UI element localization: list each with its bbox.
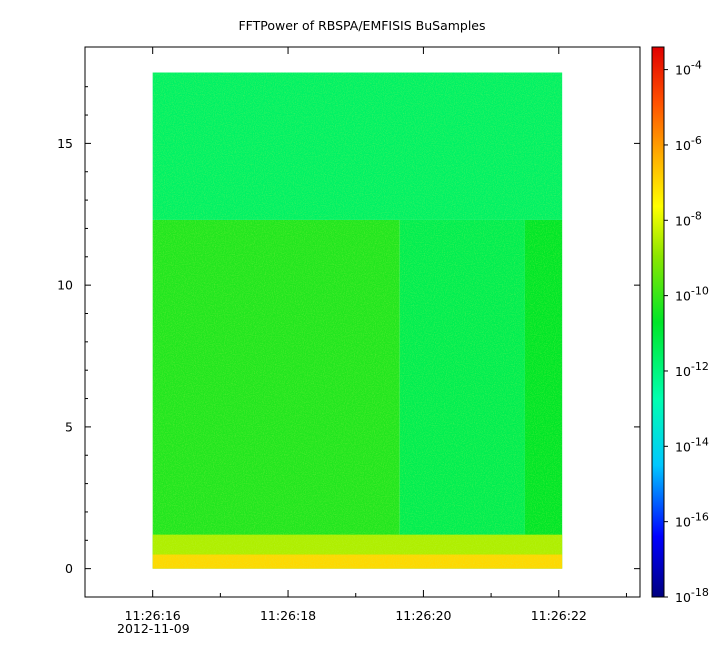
spectrogram-texture bbox=[152, 72, 563, 569]
colorbar-tick-label: 10-6 bbox=[675, 134, 702, 153]
colorbar bbox=[651, 46, 665, 598]
colorbar-tick-label: 10-8 bbox=[675, 209, 702, 228]
x-tick-label: 11:26:20 bbox=[395, 608, 451, 623]
colorbar-tick-label: 10-10 bbox=[675, 285, 709, 304]
y-tick-label: 10 bbox=[57, 278, 73, 293]
colorbar-tick-label: 10-14 bbox=[675, 435, 709, 454]
colorbar-axis: 10-4 10-6 10-8 10-10 10-12 10-14 10-16 10-18 bbox=[664, 59, 709, 605]
y-tick-label: 0 bbox=[65, 561, 73, 576]
colorbar-tick-label: 10-16 bbox=[675, 511, 709, 530]
y-tick-label: 15 bbox=[57, 136, 73, 151]
x-date-label: 2012-11-09 bbox=[117, 621, 190, 636]
y-tick-label: 5 bbox=[65, 419, 73, 434]
x-tick-label: 11:26:18 bbox=[260, 608, 316, 623]
colorbar-tick-label: 10-12 bbox=[675, 360, 709, 379]
x-tick-label: 11:26:22 bbox=[531, 608, 587, 623]
y-axis: 0 5 10 15 bbox=[57, 86, 640, 576]
x-axis: 11:26:16 11:26:18 11:26:20 11:26:22 bbox=[125, 47, 627, 623]
chart-title: FFTPower of RBSPA/EMFISIS BuSamples bbox=[238, 18, 485, 33]
colorbar-tick-label: 10-4 bbox=[675, 59, 702, 78]
colorbar-tick-label: 10-18 bbox=[675, 586, 709, 605]
x-tick-label: 11:26:16 bbox=[125, 608, 181, 623]
